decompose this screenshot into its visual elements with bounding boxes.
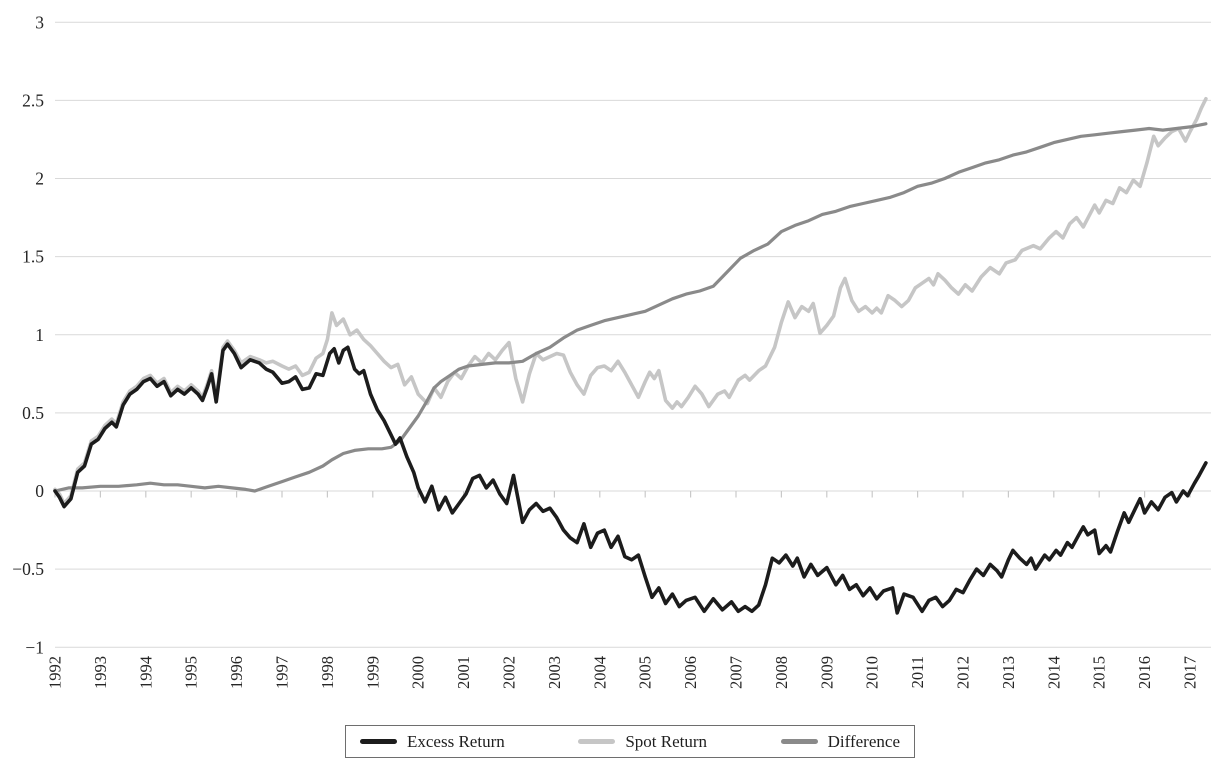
x-axis-year-label: 2017 (1181, 656, 1200, 689)
x-axis-year-label: 2000 (409, 656, 428, 689)
legend-item-excess-return: Excess Return (360, 733, 505, 750)
legend-label-excess-return: Excess Return (407, 732, 505, 751)
y-axis-tick-label: 2 (35, 169, 44, 189)
x-axis-year-label: 2007 (727, 656, 746, 689)
x-axis-year-label: 1996 (227, 656, 246, 689)
x-axis-year-label: 1994 (136, 656, 155, 689)
x-axis-year-label: 2015 (1090, 656, 1109, 689)
x-axis-year-label: 2016 (1135, 656, 1154, 689)
legend-label-spot-return: Spot Return (625, 732, 708, 751)
x-axis-year-label: 2008 (772, 656, 791, 689)
y-axis-tick-label: −1 (25, 637, 44, 657)
y-axis-tick-label: 0 (35, 481, 44, 501)
x-axis-year-label: 2014 (1044, 656, 1063, 689)
series-line-spot-return (53, 97, 1208, 506)
series-line-difference (53, 122, 1208, 493)
x-axis-year-label: 2011 (908, 656, 927, 688)
x-axis-year-label: 1999 (363, 656, 382, 689)
x-axis-year-label: 1995 (182, 656, 201, 689)
x-axis-year-label: 1992 (46, 656, 65, 689)
y-axis-tick-label: 0.5 (22, 403, 44, 423)
y-axis-tick-label: −0.5 (12, 559, 44, 579)
x-axis-year-label: 1993 (91, 656, 110, 689)
x-axis-year-label: 2006 (681, 656, 700, 689)
x-axis-year-label: 2001 (454, 656, 473, 689)
x-axis-year-label: 1998 (318, 656, 337, 689)
x-axis-year-label: 2009 (817, 656, 836, 689)
legend-line-swatch-difference (780, 739, 818, 744)
y-axis-tick-label: 3 (35, 12, 44, 32)
legend-label-difference: Difference (827, 732, 900, 751)
legend-line-swatch-spot-return (578, 739, 616, 744)
y-axis-tick-label: 1.5 (22, 247, 44, 267)
x-axis-year-label: 2004 (590, 656, 609, 689)
x-axis-year-label: 2002 (500, 656, 519, 689)
legend-item-spot-return: Spot Return (578, 733, 707, 750)
x-axis-year-label: 2005 (636, 656, 655, 689)
series-line-excess-return (53, 342, 1208, 615)
x-axis-year-label: 2013 (999, 656, 1018, 689)
legend-line-swatch-excess-return (360, 739, 397, 744)
x-axis-year-label: 1997 (273, 656, 292, 689)
x-axis-year-label: 2012 (954, 656, 973, 689)
y-axis-tick-label: 1 (35, 325, 44, 345)
y-axis-tick-label: 2.5 (22, 90, 44, 110)
x-axis-year-label: 2010 (863, 656, 882, 689)
x-axis-year-label: 2003 (545, 656, 564, 689)
legend-item-difference: Difference (780, 732, 900, 751)
chart-legend: Excess Return Spot Return Difference (345, 725, 915, 758)
